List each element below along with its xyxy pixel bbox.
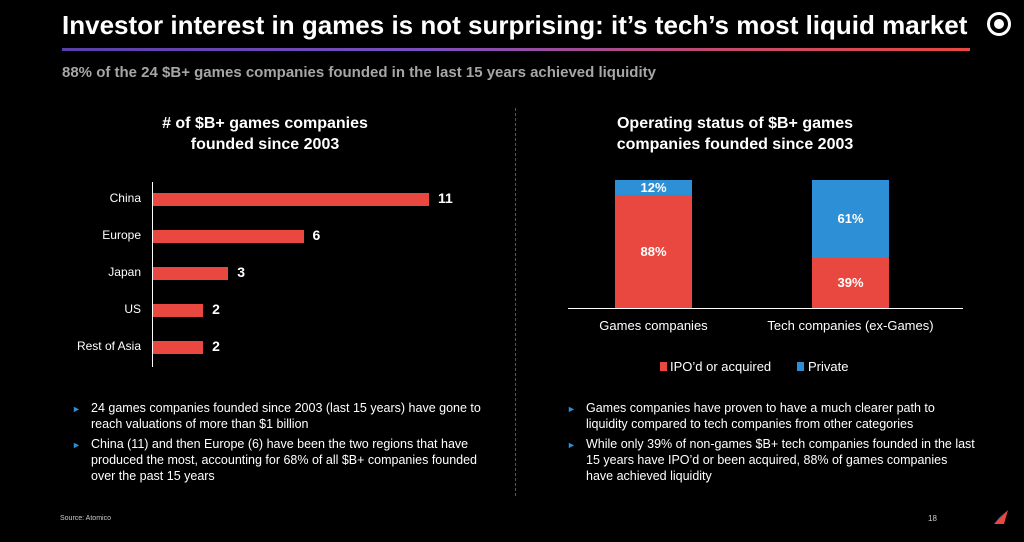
bar (153, 341, 204, 354)
left-chart-title-line2: founded since 2003 (190, 136, 340, 153)
left-chart-title-line1: # of $B+ games companies (162, 115, 368, 132)
left-bullet-item: ► China (11) and then Europe (6) have bee… (72, 437, 478, 483)
right-chart-title: Operating status of $B+ games companies … (560, 113, 910, 155)
section-divider (515, 108, 516, 496)
bullet-arrow-icon: ► (72, 404, 81, 414)
source-note: Source: Atomico (60, 515, 111, 522)
bar (153, 230, 304, 243)
legend-label-private: Private (808, 359, 849, 374)
segment-label-ipo: 88% (640, 243, 667, 259)
segment-label-private: 12% (640, 179, 667, 195)
bullet-arrow-icon: ► (72, 440, 81, 450)
bar-value-label: 11 (438, 190, 453, 206)
bar (153, 193, 429, 206)
bar-value-label: 2 (212, 338, 220, 354)
brand-logo-icon (994, 510, 1008, 524)
segment-label-private: 61% (837, 211, 864, 227)
legend-swatch-private (797, 362, 804, 371)
page-subtitle: 88% of the 24 $B+ games companies founde… (62, 64, 656, 81)
bullet-arrow-icon: ► (567, 404, 576, 414)
legend-swatch-ipo (660, 362, 667, 371)
bar-value-label: 3 (237, 264, 246, 280)
bar-value-label: 6 (312, 227, 321, 243)
stack-segment-ipo (615, 195, 692, 308)
category-label: US (124, 302, 141, 316)
bar (153, 267, 229, 280)
stack-segment-private (615, 180, 692, 196)
page-title: Investor interest in games is not surpri… (62, 10, 968, 40)
page-number: 18 (928, 514, 937, 523)
bar-value-label: 2 (212, 301, 220, 317)
stack-segment-private (812, 180, 889, 259)
logo-dot-icon (994, 19, 1004, 29)
category-label: Japan (108, 265, 141, 279)
x-axis-line (568, 308, 963, 309)
right-bullet-item: ► Games companies have proven to have a m… (567, 401, 935, 431)
segment-label-ipo: 39% (837, 275, 864, 291)
right-bullets: ► Games companies have proven to have a m… (567, 400, 977, 488)
legend-label-ipo: IPO’d or acquired (670, 359, 772, 374)
stacked-bar-chart: 88% 12% Games companies 39% 61% Tech companie… (0, 0, 963, 333)
horizontal-bar-chart: China 11 Europe 6 Japan 3 US 2 Rest of Asia 2 (0, 0, 453, 367)
logo-ring-icon (987, 12, 1011, 36)
bar (153, 304, 204, 317)
x-category-label: Games companies (599, 318, 708, 333)
left-chart-title: # of $B+ games companies founded since 2… (80, 113, 450, 155)
left-bullets: ► 24 games companies founded since 2003 (… (72, 400, 492, 488)
category-label: Europe (102, 228, 141, 242)
y-axis-line (152, 182, 153, 367)
right-chart-title-line2: companies founded since 2003 (616, 136, 854, 153)
x-category-label: Tech companies (ex-Games) (767, 318, 934, 333)
right-chart-title-line1: Operating status of $B+ games (616, 115, 854, 132)
category-label: China (109, 191, 141, 205)
right-bullet-item: ► While only 39% of non-games $B+ tech co… (567, 437, 975, 483)
stack-segment-ipo (812, 258, 889, 308)
title-rule (62, 48, 970, 51)
left-bullet-item: ► 24 games companies founded since 2003 (… (72, 401, 481, 431)
bullet-arrow-icon: ► (567, 440, 576, 450)
category-label: Rest of Asia (76, 339, 141, 353)
